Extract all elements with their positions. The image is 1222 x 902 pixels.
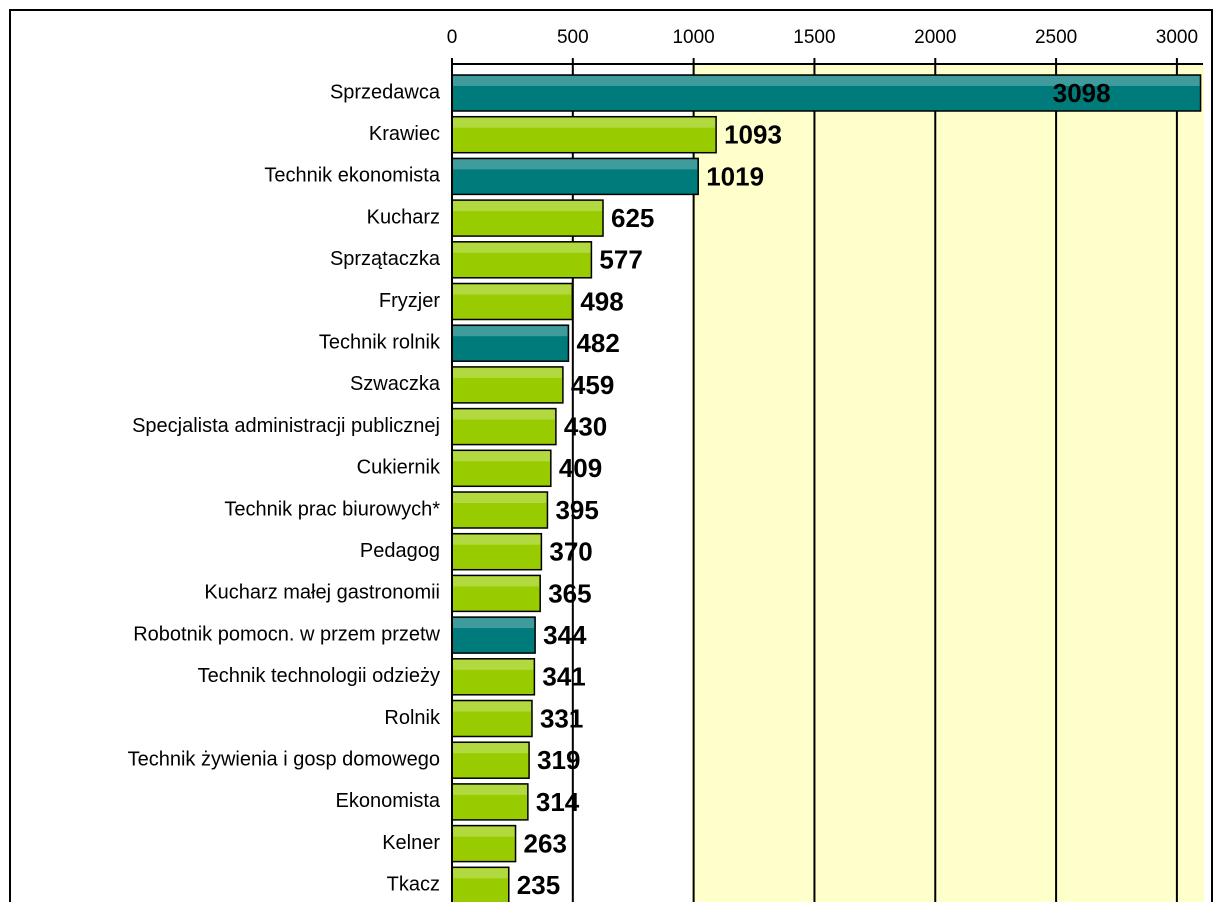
y-tick-label: Cukiernik (357, 457, 441, 479)
data-label: 3098 (1053, 78, 1111, 108)
bar-shine (453, 493, 547, 503)
bar-shine (453, 159, 698, 170)
data-label: 370 (549, 537, 592, 567)
y-tick-label: Fryzjer (379, 290, 440, 312)
y-tick-label: Technik technologii odzieży (198, 665, 440, 687)
bar (451, 532, 543, 571)
bar (451, 866, 510, 902)
x-tick-label: 1000 (672, 27, 714, 48)
bar (451, 366, 564, 404)
bar (451, 574, 541, 613)
y-tick-label: Kelner (382, 832, 440, 854)
bar-shine (453, 868, 508, 879)
bar (451, 324, 570, 362)
bar (451, 658, 536, 696)
y-tick-label: Kucharz małej gastronomii (204, 582, 440, 604)
data-label: 1093 (724, 120, 782, 150)
data-label: 430 (564, 411, 607, 441)
y-tick-label: Sprzątaczka (330, 248, 441, 270)
bar (451, 157, 699, 196)
bar (451, 449, 552, 488)
plot-bg (692, 64, 1204, 902)
y-tick-label: Robotnik pomocn. w przem przetw (133, 623, 440, 645)
bar (451, 824, 517, 863)
x-tick-label: 1500 (793, 27, 835, 48)
bar-shine (453, 618, 535, 629)
bar (451, 783, 529, 821)
data-label: 331 (540, 703, 583, 733)
bar-shine (453, 701, 531, 712)
data-label: 459 (571, 370, 614, 400)
data-label: 395 (555, 495, 598, 525)
bar-shine (453, 76, 1200, 86)
y-tick-label: Technik żywienia i gosp domowego (128, 748, 440, 770)
bar-shine (453, 284, 572, 295)
bar-shine (453, 743, 529, 754)
data-label: 1019 (706, 161, 764, 191)
bar (451, 241, 593, 279)
bar-shine (453, 826, 515, 837)
y-tick-label: Technik ekonomista (264, 165, 441, 187)
bar-shine (453, 117, 716, 128)
x-tick-label: 500 (557, 27, 589, 48)
bar-shine (453, 242, 591, 253)
bar (451, 616, 536, 654)
y-tick-label: Ekonomista (336, 790, 441, 812)
data-label: 344 (543, 620, 587, 650)
y-tick-label: Krawiec (369, 123, 440, 145)
data-label: 263 (524, 828, 567, 858)
bar-shine (453, 576, 540, 587)
bar-shine (453, 326, 568, 337)
bar-shine (453, 451, 550, 462)
x-tick-label: 2000 (914, 27, 956, 48)
x-tick-label: 3000 (1156, 27, 1198, 48)
x-tick-label: 2500 (1035, 27, 1077, 48)
bar (451, 199, 604, 237)
data-label: 314 (536, 787, 580, 817)
bar (451, 115, 717, 154)
y-tick-label: Technik rolnik (319, 331, 441, 353)
y-tick-label: Kucharz (367, 206, 440, 228)
bar-shine (453, 367, 562, 378)
bar (451, 282, 574, 321)
y-tick-label: Rolnik (384, 707, 441, 729)
bar (451, 74, 1202, 112)
data-label: 341 (542, 662, 585, 692)
data-label: 235 (517, 870, 560, 900)
data-label: 319 (537, 745, 580, 775)
bar-shine (453, 201, 603, 212)
data-label: 498 (580, 286, 623, 316)
bar-shine (453, 784, 527, 795)
y-tick-label: Tkacz (387, 874, 440, 896)
bar-shine (453, 659, 534, 670)
bar-shine (453, 534, 541, 545)
data-label: 365 (548, 578, 591, 608)
data-label: 409 (559, 453, 602, 483)
x-tick-label: 0 (447, 27, 458, 48)
y-tick-label: Sprzedawca (330, 81, 441, 103)
y-tick-label: Technik prac biurowych* (224, 498, 440, 520)
bar-shine (453, 409, 555, 420)
y-tick-label: Szwaczka (350, 373, 441, 395)
data-label: 577 (599, 245, 642, 275)
y-tick-label: Specjalista administracji publicznej (132, 415, 440, 437)
data-label: 625 (611, 203, 654, 233)
data-label: 482 (576, 328, 619, 358)
y-tick-label: Pedagog (360, 540, 440, 562)
